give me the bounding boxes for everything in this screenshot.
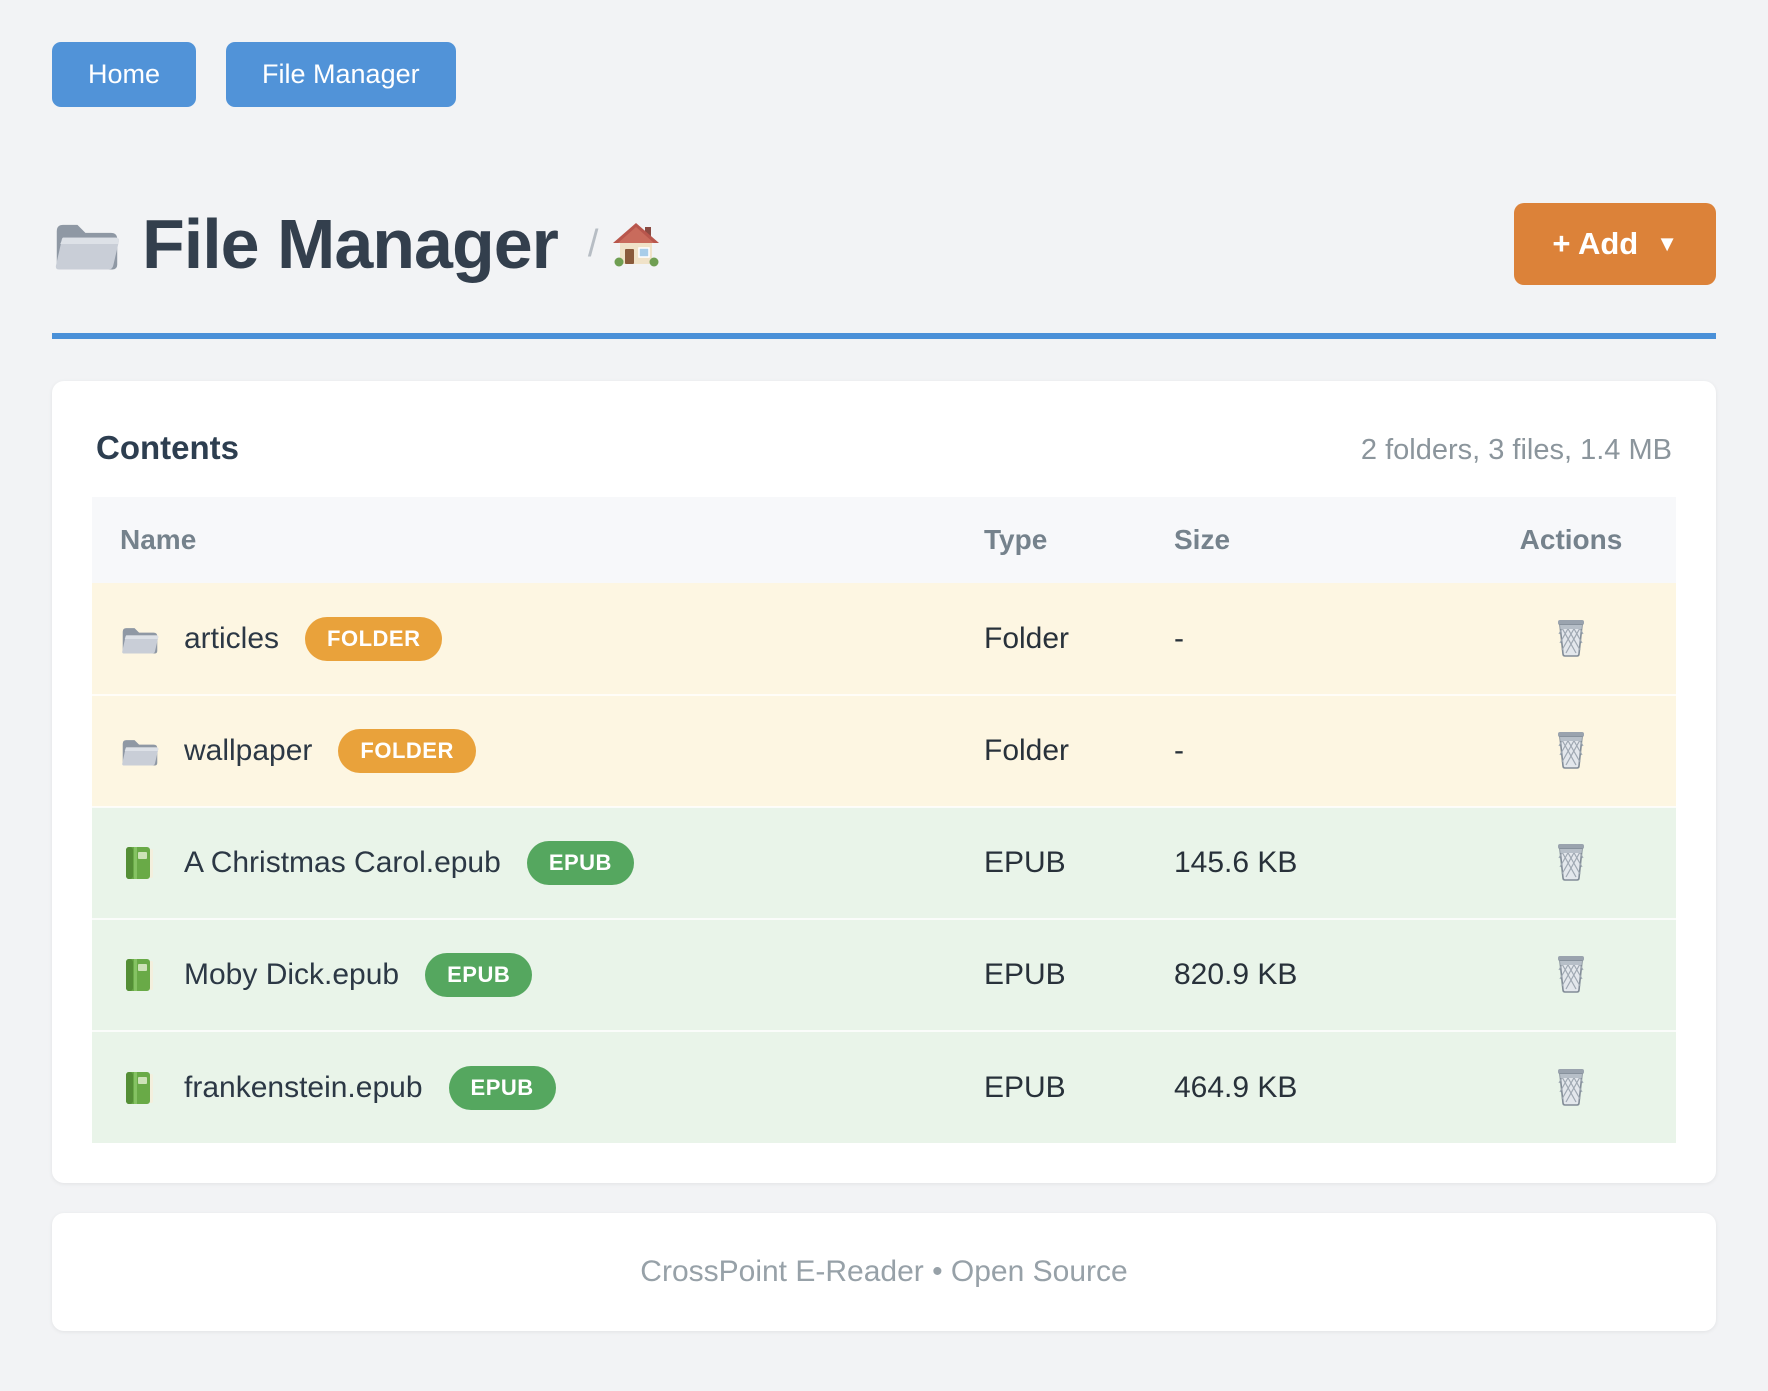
table-row: frankenstein.epub EPUB EPUB 464.9 KB bbox=[92, 1030, 1676, 1143]
delete-button[interactable] bbox=[1549, 837, 1593, 885]
table-row: A Christmas Carol.epub EPUB EPUB 145.6 K… bbox=[92, 806, 1676, 919]
green-book-icon bbox=[120, 957, 160, 993]
delete-button[interactable] bbox=[1549, 613, 1593, 661]
page-header: File Manager / + Add ▼ bbox=[52, 203, 1716, 339]
type-cell: EPUB bbox=[956, 1030, 1146, 1143]
file-manager-nav-button[interactable]: File Manager bbox=[226, 42, 456, 107]
delete-button[interactable] bbox=[1549, 1062, 1593, 1110]
trash-icon bbox=[1557, 955, 1585, 993]
column-header-actions: Actions bbox=[1466, 497, 1676, 583]
folder-icon bbox=[120, 733, 160, 769]
add-button-label: + Add bbox=[1552, 226, 1639, 261]
table-header-row: Name Type Size Actions bbox=[92, 497, 1676, 583]
green-book-icon bbox=[120, 1070, 160, 1106]
trash-icon bbox=[1557, 1067, 1585, 1106]
folder-badge: FOLDER bbox=[338, 729, 476, 773]
column-header-name: Name bbox=[92, 497, 956, 583]
type-cell: EPUB bbox=[956, 806, 1146, 919]
size-cell: - bbox=[1146, 694, 1466, 807]
breadcrumb-separator: / bbox=[587, 222, 599, 265]
top-nav: Home File Manager bbox=[52, 42, 1716, 107]
size-cell: - bbox=[1146, 583, 1466, 695]
table-row: wallpaper FOLDER Folder - bbox=[92, 694, 1676, 807]
contents-title: Contents bbox=[96, 429, 239, 466]
house-icon[interactable] bbox=[612, 221, 661, 267]
contents-panel: Contents 2 folders, 3 files, 1.4 MB Name… bbox=[52, 381, 1716, 1183]
file-table: Name Type Size Actions articles FOLDER F… bbox=[92, 497, 1676, 1143]
file-name-link[interactable]: Moby Dick.epub bbox=[184, 958, 400, 991]
size-cell: 820.9 KB bbox=[1146, 918, 1466, 1031]
page-title: File Manager bbox=[142, 205, 559, 283]
epub-badge: EPUB bbox=[526, 841, 634, 885]
trash-icon bbox=[1557, 618, 1585, 657]
page-footer: CrossPoint E-Reader • Open Source bbox=[52, 1213, 1716, 1331]
green-book-icon bbox=[120, 845, 160, 881]
folder-icon bbox=[120, 621, 160, 657]
add-button[interactable]: + Add ▼ bbox=[1514, 203, 1716, 285]
file-name-link[interactable]: frankenstein.epub bbox=[184, 1070, 423, 1104]
trash-icon bbox=[1557, 731, 1585, 769]
delete-button[interactable] bbox=[1549, 949, 1593, 997]
epub-badge: EPUB bbox=[425, 953, 533, 997]
home-nav-button[interactable]: Home bbox=[52, 42, 197, 107]
type-cell: EPUB bbox=[956, 918, 1146, 1031]
trash-icon bbox=[1557, 843, 1585, 881]
type-cell: Folder bbox=[956, 583, 1146, 695]
epub-badge: EPUB bbox=[448, 1065, 556, 1110]
folder-badge: FOLDER bbox=[305, 616, 443, 661]
column-header-type: Type bbox=[956, 497, 1146, 583]
delete-button[interactable] bbox=[1549, 725, 1593, 773]
header-divider bbox=[52, 333, 1716, 339]
contents-summary: 2 folders, 3 files, 1.4 MB bbox=[1360, 434, 1672, 466]
column-header-size: Size bbox=[1146, 497, 1466, 583]
table-row: articles FOLDER Folder - bbox=[92, 583, 1676, 695]
folder-icon bbox=[55, 224, 119, 270]
size-cell: 145.6 KB bbox=[1146, 806, 1466, 919]
file-name-link[interactable]: wallpaper bbox=[184, 734, 313, 767]
table-row: Moby Dick.epub EPUB EPUB 820.9 KB bbox=[92, 918, 1676, 1031]
chevron-down-icon: ▼ bbox=[1656, 231, 1678, 256]
footer-text: CrossPoint E-Reader • Open Source bbox=[640, 1255, 1128, 1288]
file-name-link[interactable]: articles bbox=[184, 621, 280, 655]
file-name-link[interactable]: A Christmas Carol.epub bbox=[184, 846, 501, 879]
type-cell: Folder bbox=[956, 694, 1146, 807]
size-cell: 464.9 KB bbox=[1146, 1030, 1466, 1143]
